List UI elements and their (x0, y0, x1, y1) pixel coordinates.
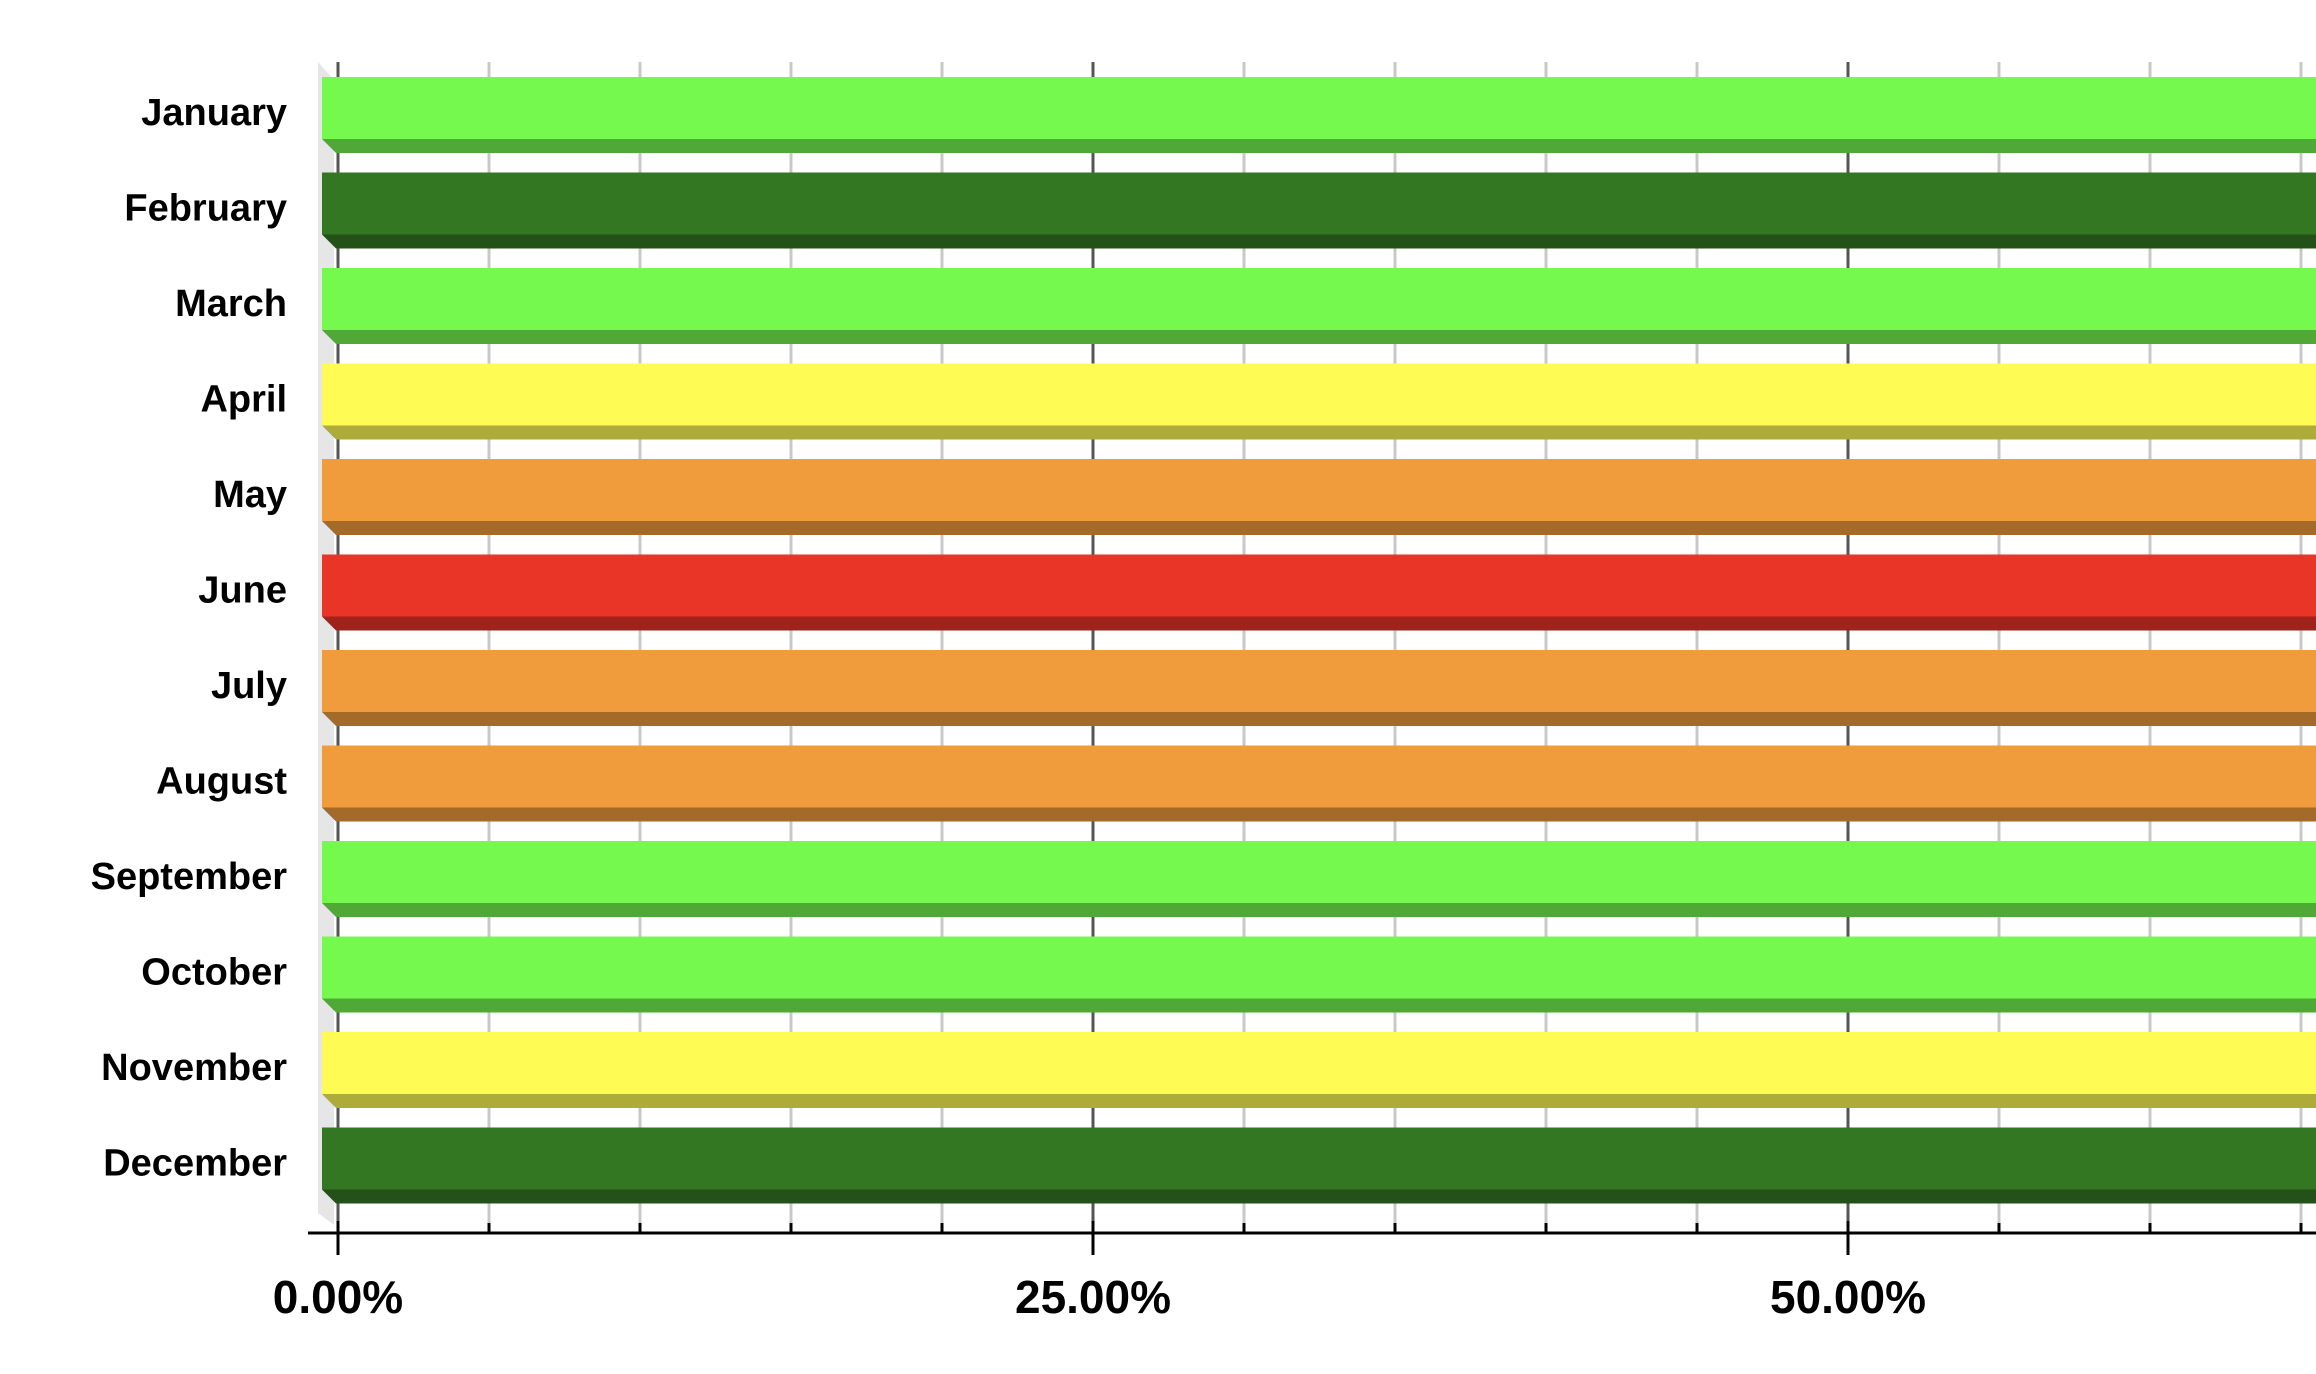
bar-march (322, 268, 2316, 344)
bars (322, 77, 2316, 1204)
bar-bottom-face (322, 234, 2316, 249)
bar-april (322, 363, 2316, 440)
bar-front-face (322, 1032, 2316, 1094)
category-labels: January February March April May June July Augu… (91, 92, 288, 1185)
bar-front-face (322, 745, 2316, 808)
bar-front-face (322, 554, 2316, 617)
bar-november (322, 1032, 2316, 1108)
category-label-january: January (141, 92, 287, 134)
category-label-february: February (124, 188, 287, 230)
bar-january (322, 77, 2316, 153)
bar-front-face (322, 363, 2316, 426)
bar-front-face (322, 459, 2316, 521)
bar-front-face (322, 1127, 2316, 1190)
category-label-september: September (91, 856, 288, 898)
category-label-august: August (156, 761, 287, 803)
bar-bottom-face (322, 998, 2316, 1013)
bar-may (322, 459, 2316, 535)
bar-front-face (322, 841, 2316, 903)
bar-july (322, 650, 2316, 726)
x-tick-label: 50.00% (1770, 1271, 1926, 1323)
bar-bottom-face (322, 521, 2316, 535)
bar-bottom-face (322, 903, 2316, 917)
bar-august (322, 745, 2316, 822)
bar-bottom-face (322, 616, 2316, 631)
bar-front-face (322, 650, 2316, 712)
category-label-march: March (175, 283, 287, 325)
bar-bottom-face (322, 1189, 2316, 1204)
bar-bottom-face (322, 807, 2316, 822)
bar-october (322, 936, 2316, 1013)
bar-bottom-face (322, 1094, 2316, 1108)
left-wall-face (318, 62, 334, 1225)
bar-september (322, 841, 2316, 917)
bar-front-face (322, 936, 2316, 999)
bar-bottom-face (322, 139, 2316, 153)
bar-front-face (322, 77, 2316, 139)
category-label-december: December (103, 1143, 287, 1185)
x-tick-label: 0.00% (273, 1271, 403, 1323)
x-tick-labels: 0.00%25.00%50.00%75.00%100.00% (273, 1271, 1926, 1323)
bar-front-face (322, 172, 2316, 235)
category-label-may: May (213, 474, 287, 516)
bar-bottom-face (322, 425, 2316, 440)
bar-front-face (322, 268, 2316, 330)
category-label-november: November (101, 1047, 287, 1089)
category-label-october: October (141, 952, 287, 994)
bar-february (322, 172, 2316, 249)
bar-december (322, 1127, 2316, 1204)
bar-june (322, 554, 2316, 631)
category-label-april: April (200, 379, 287, 421)
category-label-june: June (198, 570, 287, 612)
bar-bottom-face (322, 330, 2316, 344)
category-label-july: July (211, 665, 287, 707)
x-tick-label: 25.00% (1015, 1271, 1171, 1323)
bar-bottom-face (322, 712, 2316, 726)
x-axis (308, 1221, 2316, 1255)
plot-left-wall (318, 62, 334, 1225)
